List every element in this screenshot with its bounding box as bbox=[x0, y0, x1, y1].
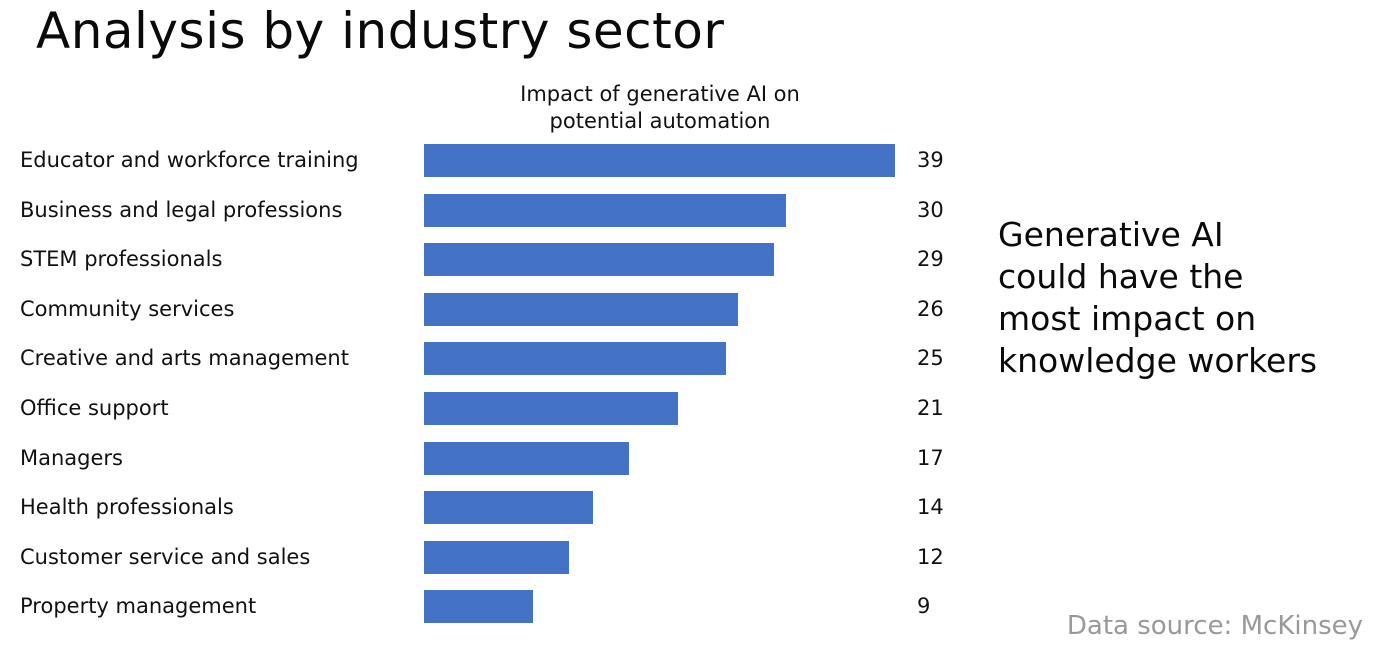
value-label: 12 bbox=[917, 544, 944, 569]
value-label: 14 bbox=[917, 495, 944, 520]
category-label: Office support bbox=[20, 396, 169, 420]
chart-title: Impact of generative AI on potential aut… bbox=[460, 81, 860, 135]
bar bbox=[424, 392, 678, 425]
callout-line: most impact on bbox=[998, 299, 1257, 338]
slide-title: Analysis by industry sector bbox=[36, 2, 725, 60]
bar bbox=[424, 342, 726, 376]
callout-line: could have the bbox=[998, 257, 1244, 296]
value-label: 30 bbox=[917, 197, 944, 222]
category-label: Business and legal professions bbox=[20, 197, 343, 222]
category-label: Creative and arts management bbox=[20, 346, 349, 371]
value-label: 25 bbox=[917, 346, 944, 371]
callout-line: knowledge workers bbox=[998, 341, 1318, 380]
category-label: Customer service and sales bbox=[20, 544, 311, 569]
category-label: Community services bbox=[20, 296, 235, 321]
category-label: Property management bbox=[20, 594, 257, 619]
callout-line: Generative AI bbox=[998, 215, 1224, 254]
value-label: 26 bbox=[917, 296, 944, 321]
value-label: 39 bbox=[917, 148, 944, 172]
bar bbox=[424, 441, 630, 475]
callout-text: Generative AI could have the most impact… bbox=[998, 214, 1358, 382]
value-label: 21 bbox=[917, 396, 944, 420]
bar bbox=[424, 144, 895, 177]
bar bbox=[424, 193, 787, 227]
bar bbox=[424, 491, 594, 525]
value-label: 9 bbox=[917, 594, 931, 619]
bar bbox=[424, 590, 533, 624]
chart-title-line: potential automation bbox=[549, 109, 771, 133]
category-label: STEM professionals bbox=[20, 247, 223, 272]
category-label: Educator and workforce training bbox=[20, 148, 359, 172]
value-label: 17 bbox=[917, 445, 944, 470]
source-note: Data source: McKinsey bbox=[1066, 611, 1363, 641]
bar bbox=[424, 292, 738, 326]
value-label: 29 bbox=[917, 247, 944, 272]
chart-title-line: Impact of generative AI on bbox=[520, 82, 800, 106]
category-label: Health professionals bbox=[20, 495, 234, 520]
bar bbox=[424, 243, 775, 277]
bar bbox=[424, 540, 569, 574]
category-label: Managers bbox=[20, 445, 123, 470]
